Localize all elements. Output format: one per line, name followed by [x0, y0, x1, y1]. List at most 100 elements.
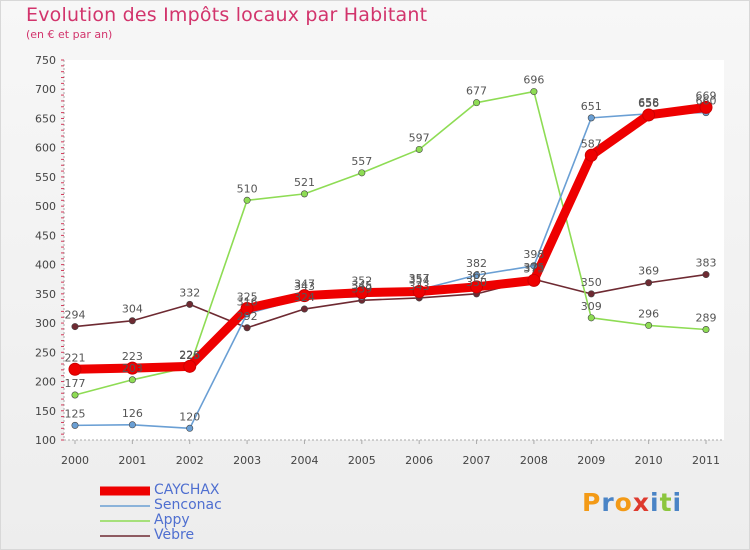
data-label-caychax: 226 [179, 348, 200, 361]
data-label-caychax: 352 [351, 275, 372, 288]
data-label-senconac: 316 [237, 296, 258, 309]
proxiti-logo: Proxiti [582, 488, 682, 517]
series-point-caychax [412, 285, 426, 299]
series-point-caychax [240, 301, 254, 315]
data-label-caychax: 656 [638, 97, 659, 110]
y-tick-label: 600 [35, 142, 56, 155]
data-label-senconac: 120 [179, 410, 200, 423]
data-label-caychax: 362 [466, 269, 487, 282]
x-tick-label: 2008 [520, 454, 548, 467]
legend-label-vebre: Vèbre [154, 527, 195, 543]
data-label-appy: 521 [294, 176, 315, 189]
series-point-senconac [71, 421, 79, 429]
data-label-vèbre: 332 [179, 286, 200, 299]
data-label-caychax: 347 [294, 278, 315, 291]
series-point-caychax [355, 286, 369, 300]
data-label-vèbre: 294 [65, 309, 86, 322]
data-label-vèbre: 350 [581, 276, 602, 289]
data-label-appy: 677 [466, 85, 487, 98]
data-label-vèbre: 343 [409, 280, 430, 293]
series-point-appy [415, 145, 423, 153]
series-point-appy [300, 190, 308, 198]
plot-area [64, 60, 724, 440]
series-line-vèbre [74, 273, 707, 329]
series-point-vèbre [128, 317, 136, 325]
data-label-caychax: 669 [696, 89, 717, 102]
data-label-vèbre: 383 [696, 257, 717, 270]
data-label-caychax: 223 [122, 350, 143, 363]
series-point-appy [530, 88, 538, 96]
series-point-vèbre [186, 300, 194, 308]
data-label-senconac: 398 [523, 248, 544, 261]
data-label-senconac: 660 [696, 95, 717, 108]
series-point-appy [71, 391, 79, 399]
y-tick-label: 550 [35, 171, 56, 184]
data-label-caychax: 221 [65, 351, 86, 364]
legend-label-appy: Appy [154, 512, 190, 528]
y-tick-label: 500 [35, 200, 56, 213]
data-label-appy: 309 [581, 300, 602, 313]
series-point-caychax [183, 359, 197, 373]
data-label-vèbre: 324 [294, 291, 315, 304]
chart-subtitle: (en € et par an) [26, 28, 113, 41]
chart-title: Evolution des Impôts locaux par Habitant [26, 4, 428, 26]
data-label-appy: 696 [523, 74, 544, 87]
x-tick-label: 2003 [233, 454, 261, 467]
x-tick-label: 2010 [635, 454, 663, 467]
data-label-senconac: 357 [409, 272, 430, 285]
y-tick-label: 100 [35, 434, 56, 447]
data-label-senconac: 343 [294, 280, 315, 293]
data-label-senconac: 382 [466, 257, 487, 270]
series-point-vèbre [300, 305, 308, 313]
series-point-appy [645, 321, 653, 329]
data-label-appy: 289 [696, 312, 717, 325]
series-point-appy [587, 314, 595, 322]
series-point-vèbre [702, 271, 710, 279]
series-point-senconac [587, 114, 595, 122]
x-tick-label: 2000 [61, 454, 89, 467]
data-label-caychax: 587 [581, 137, 602, 150]
data-label-vèbre: 339 [351, 282, 372, 295]
series-point-caychax [584, 148, 598, 162]
data-label-senconac: 126 [122, 407, 143, 420]
y-tick-label: 400 [35, 259, 56, 272]
series-point-senconac [186, 424, 194, 432]
data-label-senconac: 658 [638, 96, 659, 109]
data-label-appy: 597 [409, 131, 430, 144]
data-label-appy: 177 [65, 377, 86, 390]
x-tick-label: 2006 [405, 454, 433, 467]
data-label-vèbre: 292 [237, 310, 258, 323]
data-label-senconac: 125 [65, 407, 86, 420]
y-tick-label: 300 [35, 317, 56, 330]
data-label-appy: 510 [237, 182, 258, 195]
y-tick-label: 700 [35, 83, 56, 96]
x-tick-label: 2001 [118, 454, 146, 467]
series-point-senconac [530, 262, 538, 270]
data-label-vèbre: 304 [122, 303, 143, 316]
series-point-senconac [128, 421, 136, 429]
x-tick-label: 2009 [577, 454, 605, 467]
logo-letter: Proxiti [582, 488, 683, 517]
x-tick-label: 2011 [692, 454, 720, 467]
series-point-caychax [527, 273, 541, 287]
x-tick-label: 2005 [348, 454, 376, 467]
legend-swatch-appy [100, 520, 150, 522]
x-tick-label: 2007 [463, 454, 491, 467]
legend-label-caychax: CAYCHAX [154, 482, 220, 498]
y-tick-label: 750 [35, 54, 56, 67]
series-point-appy [473, 99, 481, 107]
y-tick-label: 450 [35, 229, 56, 242]
data-label-appy: 225 [179, 349, 200, 362]
series-point-appy [358, 169, 366, 177]
y-tick-label: 650 [35, 112, 56, 125]
data-label-vèbre: 369 [638, 265, 659, 278]
y-tick-label: 350 [35, 288, 56, 301]
series-point-vèbre [587, 290, 595, 298]
series-point-caychax [125, 361, 139, 375]
series-point-appy [243, 196, 251, 204]
series-point-vèbre [71, 323, 79, 331]
data-label-senconac: 651 [581, 100, 602, 113]
series-line-caychax [70, 102, 711, 374]
series-point-caychax [642, 108, 656, 122]
